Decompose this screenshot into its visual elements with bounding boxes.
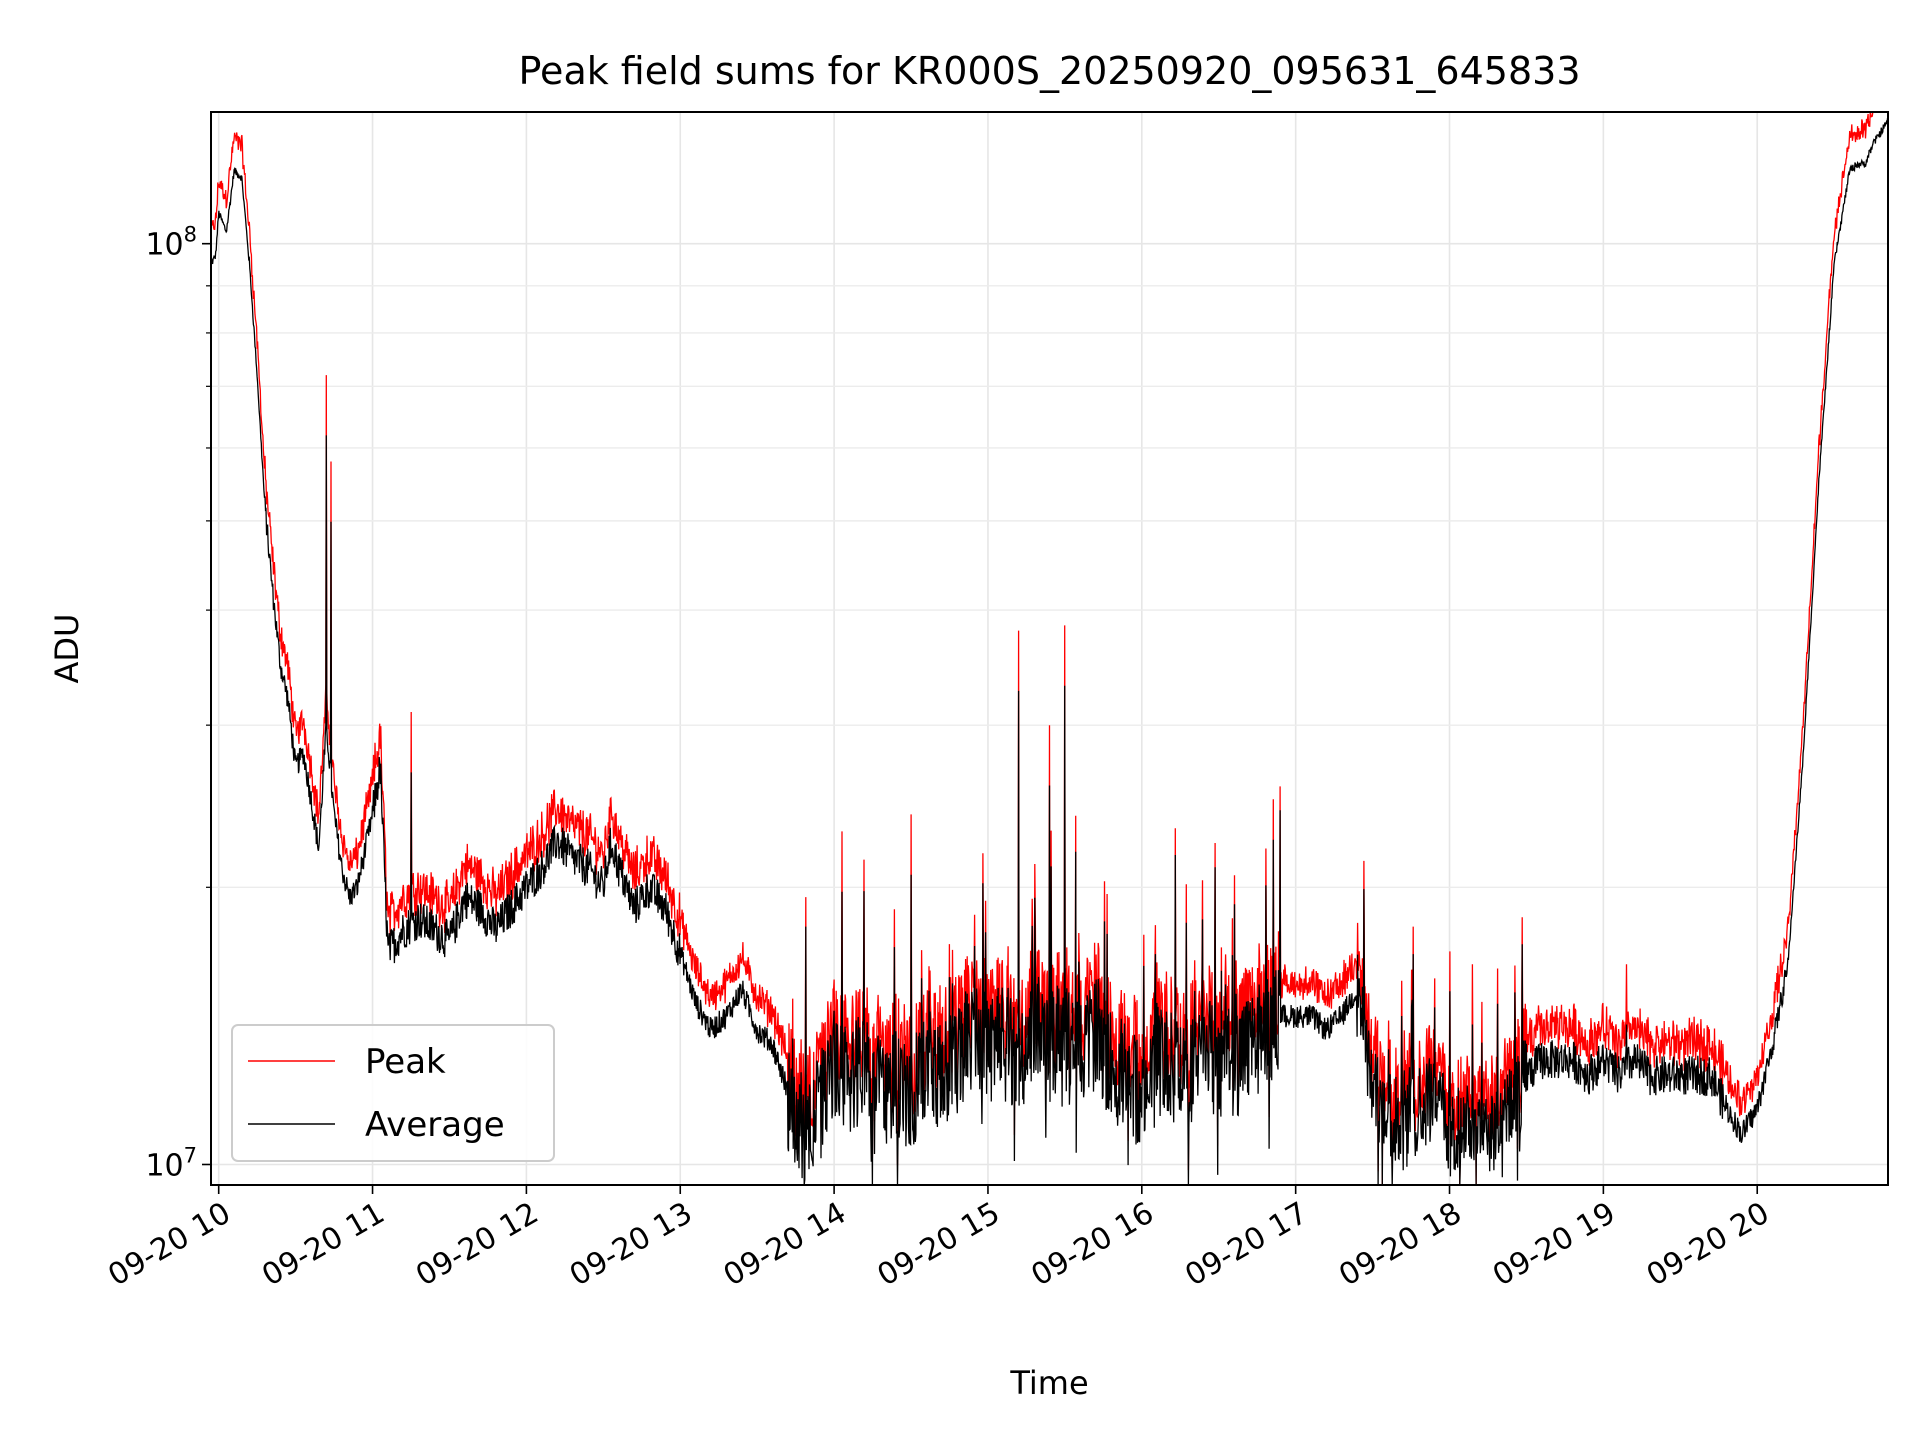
legend-box [231,1024,555,1162]
chart-title: Peak field sums for KR000S_20250920_0956… [519,49,1581,93]
y-tick-label: 107 [145,1143,197,1183]
y-tick-label: 108 [145,223,197,263]
series-layer [210,111,1889,1186]
legend: Peak Average [231,1024,555,1162]
plot-area-frame [210,111,1889,1186]
grid-layer [211,112,1888,1185]
series-line-peak [210,111,1888,1186]
legend-label-peak: Peak [365,1042,446,1082]
series-line-average [210,118,1889,1186]
legend-label-average: Average [365,1105,505,1145]
y-axis-title: ADU [48,614,86,684]
x-axis-title: Time [1009,1364,1088,1402]
